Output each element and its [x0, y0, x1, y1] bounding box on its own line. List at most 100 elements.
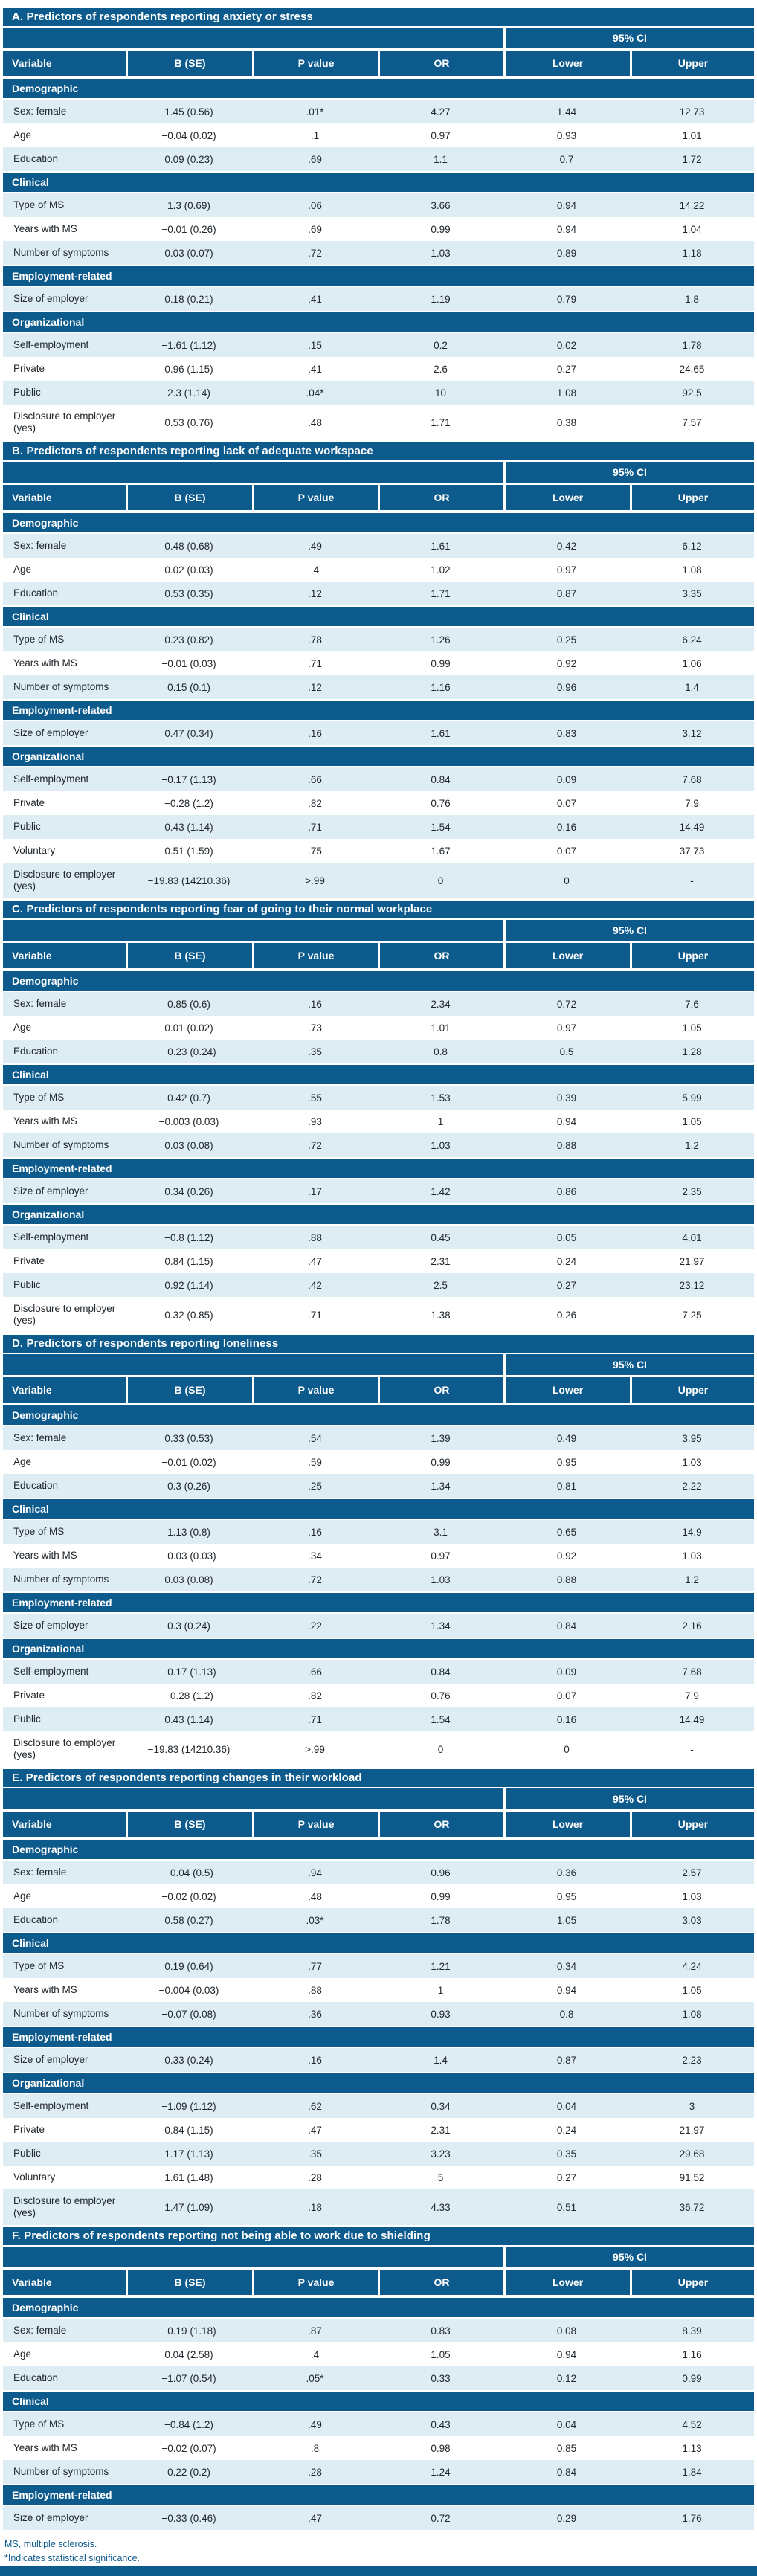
column-header-lower: Lower: [503, 2270, 630, 2295]
ci-lower-cell: 0.92: [556, 1550, 577, 1562]
ci-upper-cell: 1.16: [682, 2348, 702, 2360]
ci-upper-cell: 1.03: [682, 1890, 702, 1902]
or-cell: 0.8: [434, 1046, 448, 1057]
ci-lower-cell: 0.8: [559, 2008, 574, 2020]
ci-lower-cell: 0.94: [556, 1115, 577, 1127]
or-cell: 0: [437, 1743, 444, 1755]
variable-cell: Type of MS: [13, 1960, 65, 1972]
p-value-cell: .1: [310, 129, 320, 141]
table-row: Sex: female −0.19 (1.18) .87 0.83 0.08 8.39: [3, 2319, 754, 2342]
or-cell: 0.76: [431, 797, 451, 809]
variable-cell: Sex: female: [13, 1432, 67, 1444]
or-cell: 0.34: [431, 2100, 451, 2112]
or-cell: 1.54: [431, 1713, 451, 1725]
ci-upper-cell: 14.9: [682, 1526, 702, 1538]
b-se-cell: 0.51 (1.59): [164, 845, 213, 857]
ci-lower-cell: 0.95: [556, 1456, 577, 1468]
or-cell: 1.71: [431, 587, 451, 599]
column-header-b-se: B (SE): [126, 485, 252, 510]
or-cell: 2.31: [431, 2124, 451, 2136]
ci-lower-cell: 0.65: [556, 1526, 577, 1538]
or-cell: 10: [434, 387, 447, 399]
ci-upper-cell: 7.25: [682, 1309, 702, 1321]
ci-lower-cell: 0.95: [556, 1890, 577, 1902]
section-band-employment-related: Employment-related: [3, 2026, 754, 2048]
section-band-clinical: Clinical: [3, 2390, 754, 2412]
column-header-b-se: B (SE): [126, 943, 252, 968]
or-cell: 1.53: [431, 1092, 451, 1104]
ci-upper-cell: 21.97: [679, 1255, 705, 1267]
section-band-organizational: Organizational: [3, 1638, 754, 1660]
table-row: Disclosure to employer (yes) −19.83 (1421…: [3, 863, 754, 898]
p-value-cell: .35: [308, 1046, 322, 1057]
or-cell: 1.24: [431, 2466, 451, 2478]
p-value-cell: .69: [308, 223, 322, 235]
table-row: Private 0.84 (1.15) .47 2.31 0.24 21.97: [3, 2118, 754, 2142]
ci-upper-cell: 4.52: [682, 2418, 702, 2430]
column-header-b-se: B (SE): [126, 2270, 252, 2295]
table-row: Self-employment −0.17 (1.13) .66 0.84 0.09 7.…: [3, 1660, 754, 1684]
ci-upper-cell: 7.68: [682, 773, 702, 785]
ci-lower-cell: 0.87: [556, 587, 577, 599]
ci-lower-cell: 0.24: [556, 1255, 577, 1267]
variable-cell: Sex: female: [13, 998, 67, 1010]
or-cell: 1.16: [431, 681, 451, 693]
variable-cell: Size of employer: [13, 727, 88, 739]
variable-cell: Private: [13, 1255, 45, 1267]
or-cell: 1.78: [431, 1914, 451, 1926]
p-value-cell: >.99: [305, 1743, 325, 1755]
or-cell: 1: [437, 1984, 444, 1996]
p-value-cell: .35: [308, 2148, 322, 2160]
ci-lower-cell: 0.16: [556, 821, 577, 833]
footnotes: MS, multiple sclerosis. *Indicates stati…: [4, 2537, 757, 2566]
ci-upper-cell: 8.39: [682, 2325, 702, 2337]
column-header-upper: Upper: [630, 1377, 754, 1403]
variable-cell: Size of employer: [13, 2512, 88, 2524]
p-value-cell: .71: [308, 1713, 322, 1725]
table-title: A. Predictors of respondents reporting a…: [3, 6, 754, 28]
p-value-cell: .47: [308, 2124, 322, 2136]
ci-empty-cell: [3, 1354, 503, 1375]
ci-upper-cell: 29.68: [679, 2148, 705, 2160]
table-row: Public 2.3 (1.14) .04* 10 1.08 92.5: [3, 381, 754, 405]
or-cell: 0.83: [431, 2325, 451, 2337]
column-header-upper: Upper: [630, 2270, 754, 2295]
or-cell: 1.38: [431, 1309, 451, 1321]
or-cell: 0.97: [431, 129, 451, 141]
table-title: B. Predictors of respondents reporting l…: [3, 440, 754, 462]
table-row: Size of employer 0.33 (0.24) .16 1.4 0.87 2.2…: [3, 2048, 754, 2072]
ci-upper-cell: 1.03: [682, 1550, 702, 1562]
ci-lower-cell: 0.42: [556, 540, 577, 552]
table-row: Type of MS 0.19 (0.64) .77 1.21 0.34 4.24: [3, 1954, 754, 1978]
b-se-cell: 0.53 (0.35): [164, 587, 213, 599]
or-cell: 1.19: [431, 293, 451, 305]
tables-container: A. Predictors of respondents reporting a…: [3, 6, 754, 2530]
ci-upper-cell: 3.95: [682, 1432, 702, 1444]
section-band-clinical: Clinical: [3, 171, 754, 193]
b-se-cell: −0.004 (0.03): [158, 1984, 219, 1996]
ci-upper-cell: 37.73: [679, 845, 705, 857]
p-value-cell: .59: [308, 1456, 322, 1468]
ci-upper-cell: 4.24: [682, 1960, 702, 1972]
variable-cell: Years with MS: [13, 2442, 77, 2454]
or-cell: 0.84: [431, 1666, 451, 1678]
variable-cell: Age: [13, 1890, 32, 1902]
variable-cell: Self-employment: [13, 1231, 89, 1243]
column-header-lower: Lower: [503, 943, 630, 968]
footnote-abbreviation: MS, multiple sclerosis.: [4, 2539, 97, 2549]
b-se-cell: 1.61 (1.48): [164, 2171, 213, 2183]
variable-cell: Sex: female: [13, 540, 67, 552]
b-se-cell: 0.3 (0.26): [167, 1480, 210, 1492]
p-value-cell: .12: [308, 681, 322, 693]
ci-upper-cell: 3.35: [682, 587, 702, 599]
or-cell: 4.33: [431, 2201, 451, 2213]
p-value-cell: .03*: [306, 1914, 324, 1926]
or-cell: 2.5: [434, 1279, 448, 1291]
ci-lower-cell: 0.36: [556, 1867, 577, 1878]
or-cell: 1.4: [434, 2054, 448, 2066]
ci-upper-cell: 7.68: [682, 1666, 702, 1678]
variable-cell: Number of symptoms: [13, 2008, 109, 2020]
b-se-cell: 1.3 (0.69): [167, 199, 210, 211]
b-se-cell: 0.18 (0.21): [164, 293, 213, 305]
or-cell: 0: [437, 875, 444, 886]
